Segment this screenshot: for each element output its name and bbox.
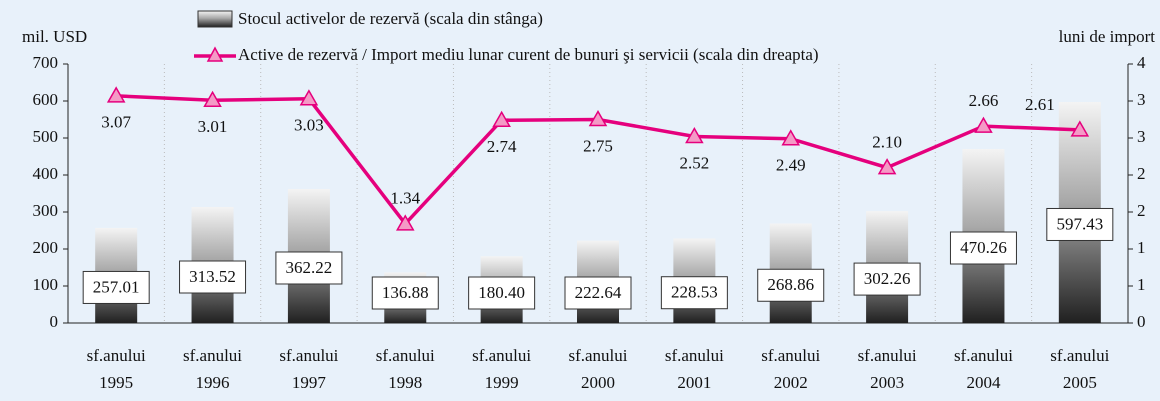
y-tick-label: 0 xyxy=(50,312,59,331)
data-label-box xyxy=(564,276,632,310)
y-tick-label: 600 xyxy=(33,90,59,109)
data-label-box xyxy=(371,276,439,310)
line-marker xyxy=(395,214,415,231)
legend-label: Stocul activelor de rezervă (scala din s… xyxy=(238,9,543,28)
x-tick-label: 1995 xyxy=(99,373,133,392)
data-label: 222.64 xyxy=(575,283,622,302)
y-tick-label: 100 xyxy=(33,275,59,294)
y2-tick-label: 3 xyxy=(1137,90,1146,109)
data-label-box xyxy=(949,231,1017,265)
line-marker xyxy=(1070,120,1090,137)
data-label: 3.03 xyxy=(294,116,324,135)
data-label: 302.26 xyxy=(864,269,911,288)
y2-tick-label: 2 xyxy=(1137,201,1146,220)
legend-marker xyxy=(206,46,224,62)
data-label: 2.49 xyxy=(776,156,806,175)
x-tick-label: 2005 xyxy=(1063,373,1097,392)
data-label: 228.53 xyxy=(671,283,718,302)
line-marker xyxy=(203,90,222,108)
data-label-box xyxy=(757,268,825,302)
x-tick-label: 2000 xyxy=(581,373,615,392)
data-label: 2.66 xyxy=(969,91,999,110)
y2-axis-title: luni de import xyxy=(1059,27,1156,46)
data-label: 362.22 xyxy=(286,258,333,277)
data-label: 2.74 xyxy=(487,137,517,156)
y-axis-title: mil. USD xyxy=(22,27,87,46)
data-label-box xyxy=(82,270,150,304)
data-label: 2.10 xyxy=(872,133,902,152)
y-tick-label: 500 xyxy=(33,127,59,146)
y2-tick-label: 2 xyxy=(1137,164,1146,183)
y-tick-label: 700 xyxy=(33,53,59,72)
line-marker xyxy=(781,129,801,146)
y2-tick-label: 1 xyxy=(1137,275,1146,294)
data-label: 597.43 xyxy=(1056,214,1103,233)
x-tick-label: sf.anului xyxy=(472,346,531,365)
x-tick-label: sf.anului xyxy=(761,346,820,365)
data-label-box xyxy=(179,260,247,294)
data-label: 136.88 xyxy=(382,283,429,302)
data-label: 1.34 xyxy=(390,189,420,208)
data-label: 2.61 xyxy=(1025,95,1055,114)
data-label-box xyxy=(660,276,728,310)
line-marker xyxy=(106,86,126,103)
data-label: 470.26 xyxy=(960,238,1007,257)
x-tick-label: sf.anului xyxy=(568,346,627,365)
data-label: 3.01 xyxy=(198,117,228,136)
y2-tick-label: 1 xyxy=(1137,238,1146,257)
legend-label: Active de rezervă / Import mediu lunar c… xyxy=(238,45,819,64)
data-label-box xyxy=(468,276,536,310)
data-label: 257.01 xyxy=(93,277,140,296)
x-tick-label: 2001 xyxy=(677,373,711,392)
y-tick-label: 300 xyxy=(33,201,59,220)
data-label-box xyxy=(1046,207,1114,241)
data-label: 313.52 xyxy=(189,267,236,286)
y-tick-label: 400 xyxy=(33,164,59,183)
y2-tick-label: 3 xyxy=(1137,127,1146,146)
data-label: 180.40 xyxy=(478,283,525,302)
x-tick-label: 2003 xyxy=(870,373,904,392)
data-label-box xyxy=(275,251,343,285)
line-marker xyxy=(588,109,608,127)
x-tick-label: sf.anului xyxy=(376,346,435,365)
data-label-box xyxy=(853,262,921,296)
x-tick-label: 2004 xyxy=(966,373,1001,392)
data-label: 3.07 xyxy=(101,113,131,132)
x-tick-label: sf.anului xyxy=(858,346,917,365)
y2-tick-label: 0 xyxy=(1137,312,1146,331)
x-tick-label: 1999 xyxy=(485,373,519,392)
x-tick-label: 1996 xyxy=(196,373,230,392)
y-tick-label: 200 xyxy=(33,238,59,257)
x-tick-label: sf.anului xyxy=(87,346,146,365)
line-marker xyxy=(492,110,511,127)
line-marker xyxy=(877,158,897,175)
line-marker xyxy=(685,127,704,144)
data-label: 268.86 xyxy=(767,275,814,294)
y2-tick-label: 4 xyxy=(1137,53,1146,72)
x-tick-label: sf.anului xyxy=(954,346,1013,365)
x-tick-label: sf.anului xyxy=(279,346,338,365)
x-tick-label: sf.anului xyxy=(665,346,724,365)
legend-swatch xyxy=(197,10,233,28)
x-tick-label: 1997 xyxy=(292,373,327,392)
x-tick-label: 1998 xyxy=(388,373,422,392)
line-marker xyxy=(299,89,319,106)
data-label: 2.75 xyxy=(583,136,613,155)
x-tick-label: sf.anului xyxy=(183,346,242,365)
x-tick-label: 2002 xyxy=(774,373,808,392)
data-label: 2.52 xyxy=(679,153,709,172)
line-marker xyxy=(974,116,993,133)
x-tick-label: sf.anului xyxy=(1050,346,1109,365)
